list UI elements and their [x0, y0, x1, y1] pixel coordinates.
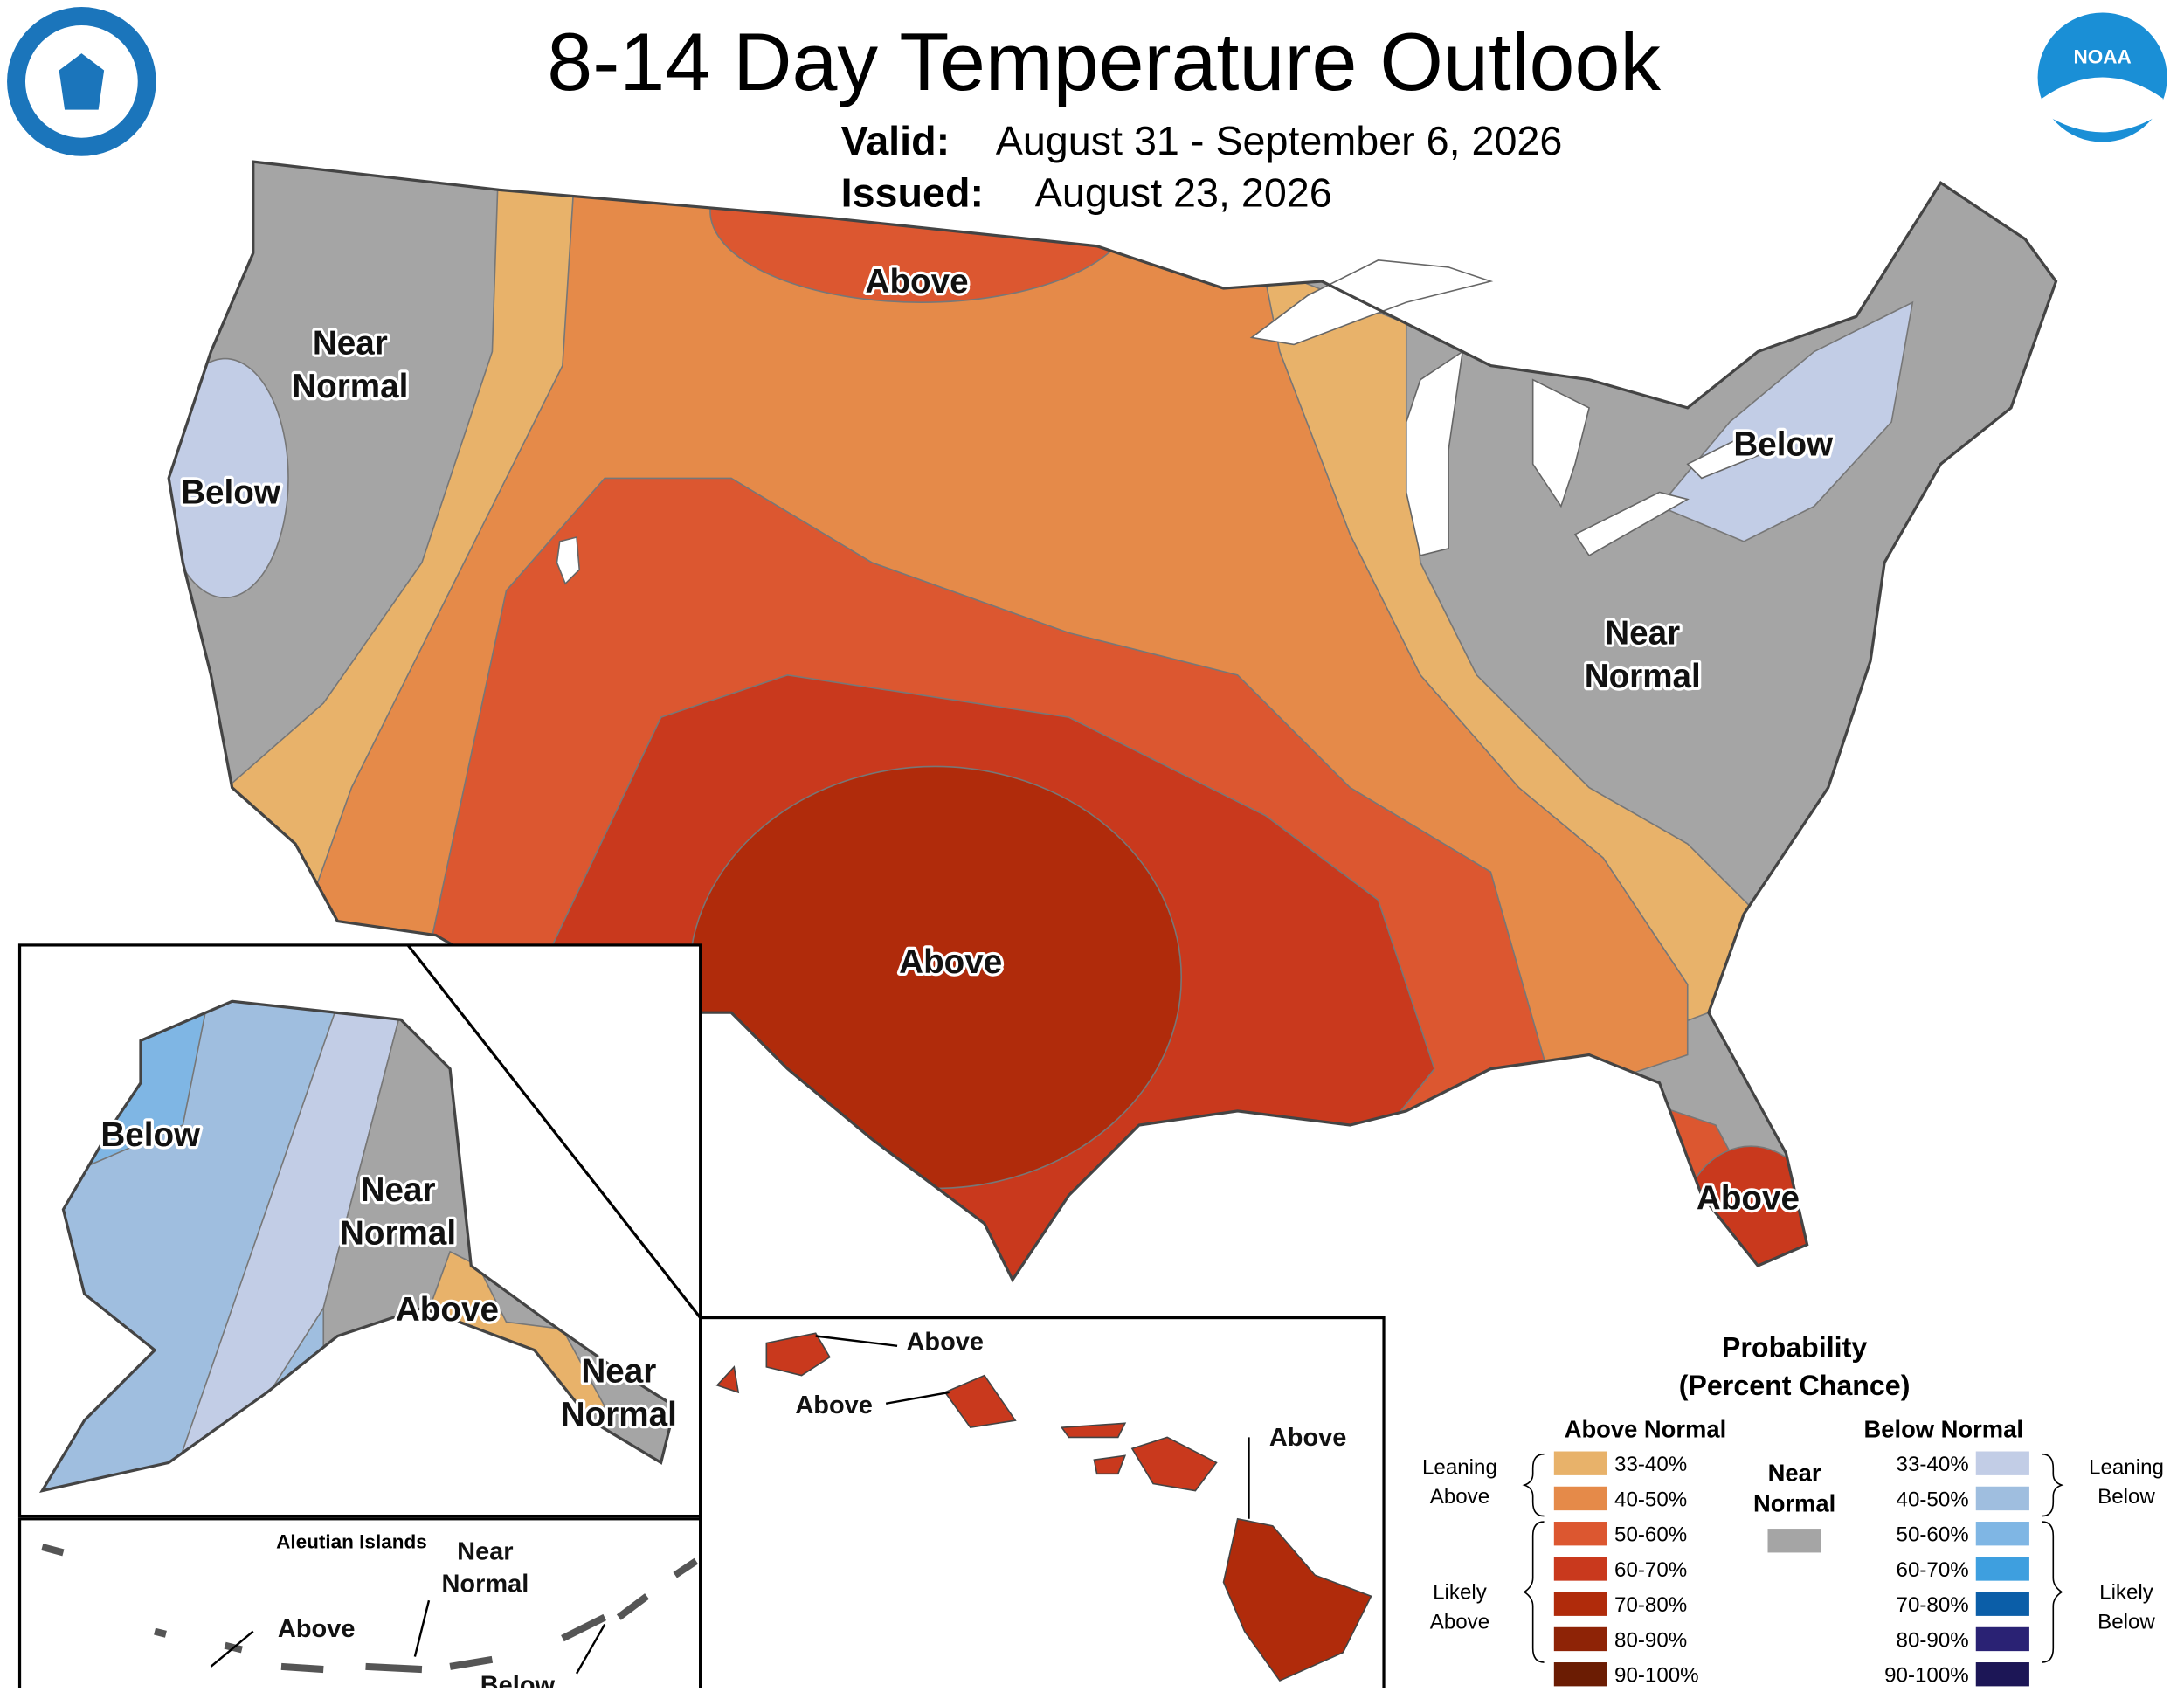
map-label: Above	[795, 1392, 873, 1419]
legend-swatch	[1975, 1626, 2029, 1652]
map-label: Above	[396, 1291, 499, 1329]
legend-heading: Near	[1768, 1459, 1821, 1486]
legend-group: Below	[2098, 1610, 2155, 1633]
map-label: Below	[181, 473, 281, 511]
map-label: Below	[1733, 426, 1834, 464]
legend-swatch	[1553, 1626, 1607, 1652]
map-label: Above	[1269, 1424, 1347, 1452]
map-label: Near	[361, 1171, 436, 1209]
legend-group: Above	[1430, 1485, 1489, 1509]
legend-range: 60-70%	[1897, 1558, 1969, 1582]
issued-label: Issued:	[841, 170, 984, 216]
legend-range: 50-60%	[1897, 1523, 1969, 1547]
legend-range: 80-90%	[1614, 1628, 1687, 1652]
great-lakes	[556, 259, 1774, 585]
legend-range: 50-60%	[1614, 1523, 1687, 1547]
legend-group: Likely	[1433, 1581, 1488, 1605]
map-label: Near	[457, 1537, 513, 1565]
hawaii-inset	[699, 1316, 1386, 1692]
noaa-logo: NOAA	[2037, 12, 2167, 142]
legend-swatch	[1553, 1522, 1607, 1546]
legend-range: 60-70%	[1614, 1558, 1687, 1582]
legend-swatch	[1553, 1662, 1607, 1687]
legend-range: 70-80%	[1897, 1593, 1969, 1617]
legend-swatch	[1975, 1522, 2029, 1546]
map-label: Above	[899, 943, 1002, 981]
map-label: Normal	[1585, 658, 1701, 695]
map-label: Normal	[561, 1396, 677, 1433]
legend-heading: Below Normal	[1864, 1415, 2023, 1442]
outlook-area	[1679, 1145, 1822, 1281]
valid-label: Valid:	[841, 118, 950, 163]
legend-swatch	[1975, 1592, 2029, 1616]
commerce-logo	[7, 7, 156, 156]
map-label: Above	[278, 1615, 356, 1643]
legend-swatch	[1553, 1592, 1607, 1616]
map-label: Normal	[292, 368, 408, 405]
legend-range: 80-90%	[1897, 1628, 1969, 1652]
issued-date: August 23, 2026	[1035, 170, 1332, 216]
legend-range: 90-100%	[1614, 1664, 1699, 1688]
aleutian-inset	[17, 1517, 702, 1692]
legend-group: Leaning	[2089, 1455, 2164, 1479]
legend: Probability (Percent Chance) Above Normal B…	[1422, 1332, 2164, 1688]
legend-range: 70-80%	[1614, 1593, 1687, 1617]
map-label: Above	[907, 1329, 985, 1357]
map-label: Above	[1697, 1180, 1800, 1218]
legend-brace	[1522, 1453, 1545, 1663]
map-label: Below	[100, 1116, 201, 1154]
map-label: Below	[480, 1671, 556, 1688]
legend-swatch	[1975, 1451, 2029, 1475]
noaa-logo-text: NOAA	[2073, 45, 2131, 67]
legend-group: Above	[1430, 1610, 1489, 1633]
outlook-area	[169, 357, 289, 599]
legend-title: (Percent Chance)	[1679, 1370, 1911, 1401]
legend-heading: Above Normal	[1565, 1415, 1726, 1442]
legend-swatch	[1767, 1529, 1821, 1553]
legend-range: 90-100%	[1884, 1664, 1969, 1688]
legend-brace	[2042, 1453, 2064, 1663]
valid-dates: August 31 - September 6, 2026	[996, 118, 1563, 163]
inset-title: Aleutian Islands	[276, 1531, 427, 1553]
legend-range: 40-50%	[1614, 1488, 1687, 1511]
legend-group: Likely	[2099, 1581, 2154, 1605]
legend-group: Leaning	[1422, 1455, 1497, 1479]
legend-group: Below	[2098, 1485, 2155, 1509]
map-label: Near	[1605, 614, 1680, 652]
legend-swatch	[1553, 1486, 1607, 1511]
title: 8-14 Day Temperature Outlook	[547, 16, 1661, 107]
legend-swatch	[1975, 1557, 2029, 1581]
legend-swatch	[1553, 1557, 1607, 1581]
map-label: Near	[313, 325, 388, 363]
legend-swatch	[1975, 1662, 2029, 1687]
legend-swatch	[1975, 1486, 2029, 1511]
legend-range: 33-40%	[1897, 1453, 1969, 1476]
legend-swatch	[1553, 1451, 1607, 1475]
legend-heading: Normal	[1753, 1490, 1835, 1517]
legend-title: Probability	[1722, 1332, 1867, 1364]
legend-range: 40-50%	[1897, 1488, 1969, 1511]
alaska-inset	[17, 943, 702, 1518]
legend-range: 33-40%	[1614, 1453, 1687, 1476]
map-label: Normal	[340, 1214, 456, 1252]
map-label: Near	[581, 1353, 656, 1391]
map-label: Normal	[441, 1571, 529, 1599]
map-label: Above	[866, 263, 969, 300]
outlook-area	[1658, 300, 1914, 542]
